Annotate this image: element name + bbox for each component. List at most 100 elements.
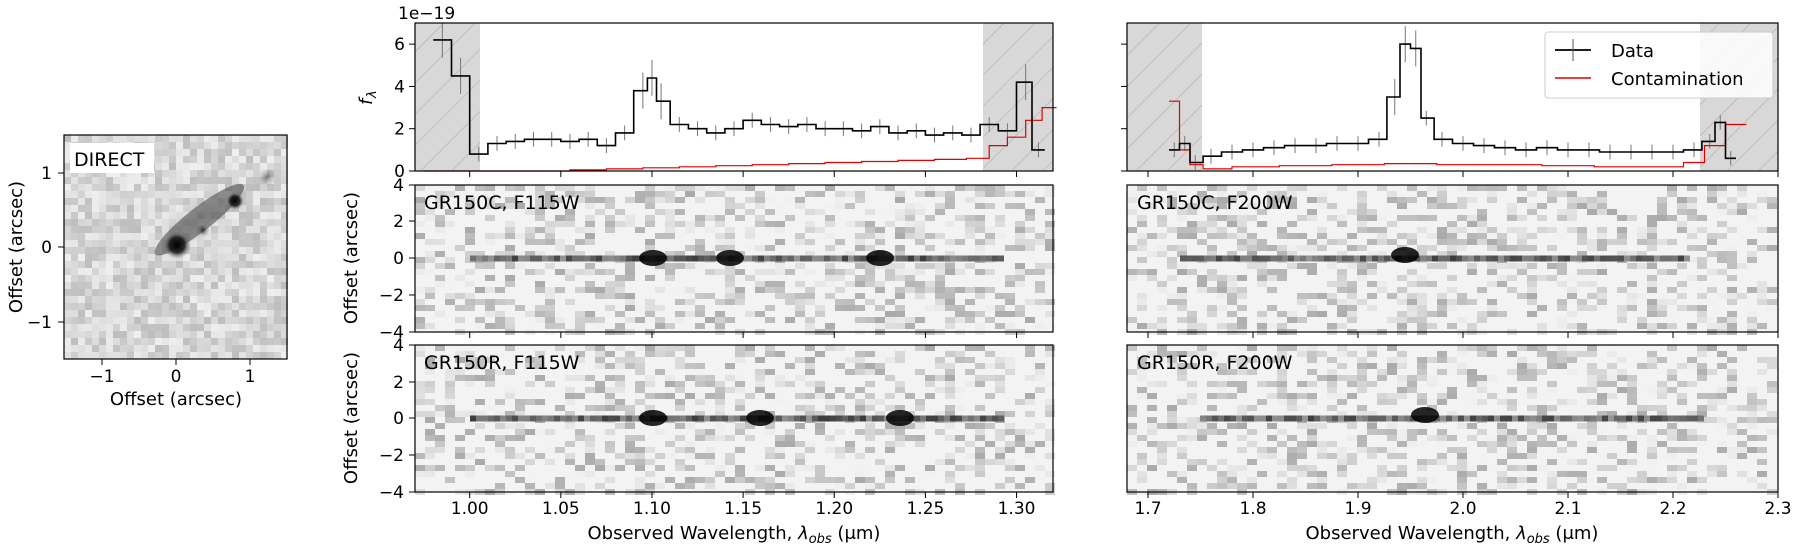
twod-noise-pixel bbox=[1417, 245, 1427, 251]
twod-noise-pixel bbox=[1667, 435, 1677, 441]
twod-noise-pixel bbox=[865, 393, 875, 399]
twod-noise-pixel bbox=[495, 399, 505, 405]
twod-noise-pixel bbox=[1717, 363, 1727, 369]
twod-noise-pixel bbox=[885, 471, 895, 477]
twod-noise-pixel bbox=[1717, 221, 1727, 227]
twod-trace-pixel bbox=[608, 416, 614, 422]
twod-noise-pixel bbox=[935, 459, 945, 465]
noise-pixel bbox=[239, 324, 246, 331]
noise-pixel bbox=[225, 345, 232, 352]
twod-noise-pixel bbox=[995, 233, 1005, 239]
twod-noise-pixel bbox=[1357, 375, 1367, 381]
noise-pixel bbox=[190, 177, 197, 184]
twod-noise-pixel bbox=[1607, 465, 1617, 471]
twod-noise-pixel bbox=[505, 263, 515, 269]
twod-noise-pixel bbox=[965, 221, 975, 227]
twod-trace-pixel bbox=[1474, 256, 1480, 262]
noise-pixel bbox=[232, 275, 239, 282]
twod-noise-pixel bbox=[965, 263, 975, 269]
twod-noise-pixel bbox=[975, 269, 985, 275]
twod-noise-pixel bbox=[665, 221, 675, 227]
twod-noise-pixel bbox=[1747, 399, 1757, 405]
twod-trace-pixel bbox=[764, 256, 770, 262]
noise-pixel bbox=[113, 191, 120, 198]
twod-noise-pixel bbox=[1597, 233, 1607, 239]
twod-trace-pixel bbox=[848, 256, 854, 262]
noise-pixel bbox=[64, 247, 71, 254]
twod-noise-pixel bbox=[1407, 311, 1417, 317]
twod-trace-pixel bbox=[920, 416, 926, 422]
twod-noise-pixel bbox=[1417, 465, 1427, 471]
noise-pixel bbox=[71, 317, 78, 324]
twod-noise-pixel bbox=[1417, 477, 1427, 483]
twod-noise-pixel bbox=[1267, 465, 1277, 471]
twod-noise-pixel bbox=[1387, 447, 1397, 453]
twod-noise-pixel bbox=[595, 351, 605, 357]
noise-pixel bbox=[253, 303, 260, 310]
twod-noise-pixel bbox=[1267, 453, 1277, 459]
twod-noise-pixel bbox=[975, 221, 985, 227]
twod-ytick-label: 4 bbox=[393, 336, 404, 356]
noise-pixel bbox=[239, 142, 246, 149]
twod-noise-pixel bbox=[785, 483, 795, 489]
twod-noise-pixel bbox=[895, 387, 905, 393]
twod-noise-pixel bbox=[945, 305, 955, 311]
noise-pixel bbox=[113, 345, 120, 352]
twod-noise-pixel bbox=[945, 369, 955, 375]
twod-noise-pixel bbox=[1717, 399, 1727, 405]
noise-pixel bbox=[253, 254, 260, 261]
twod-noise-pixel bbox=[1367, 381, 1377, 387]
noise-pixel bbox=[92, 205, 99, 212]
twod-noise-pixel bbox=[1005, 275, 1015, 281]
twod-noise-pixel bbox=[1217, 293, 1227, 299]
twod-noise-pixel bbox=[1757, 293, 1767, 299]
twod-noise-pixel bbox=[625, 269, 635, 275]
twod-trace-pixel bbox=[1564, 256, 1570, 262]
noise-pixel bbox=[260, 324, 267, 331]
twod-noise-pixel bbox=[1557, 345, 1567, 351]
noise-pixel bbox=[162, 191, 169, 198]
twod-noise-pixel bbox=[1477, 233, 1487, 239]
twod-noise-pixel bbox=[1127, 227, 1137, 233]
twod-noise-pixel bbox=[1607, 363, 1617, 369]
twod-noise-pixel bbox=[1547, 351, 1557, 357]
twod-noise-pixel bbox=[1397, 381, 1407, 387]
twod-noise-pixel bbox=[1227, 215, 1237, 221]
twod-noise-pixel bbox=[435, 239, 445, 245]
twod-noise-pixel bbox=[635, 483, 645, 489]
noise-pixel bbox=[169, 191, 176, 198]
twod-noise-pixel bbox=[795, 299, 805, 305]
twod-noise-pixel bbox=[1567, 209, 1577, 215]
twod-trace-pixel bbox=[962, 416, 968, 422]
twod-noise-pixel bbox=[985, 185, 995, 191]
twod-noise-pixel bbox=[1307, 465, 1317, 471]
twod-noise-pixel bbox=[1147, 381, 1157, 387]
noise-pixel bbox=[253, 296, 260, 303]
noise-pixel bbox=[225, 317, 232, 324]
twod-noise-pixel bbox=[715, 239, 725, 245]
twod-noise-pixel bbox=[1207, 381, 1217, 387]
twod-noise-pixel bbox=[685, 311, 695, 317]
twod-trace-pixel bbox=[524, 416, 530, 422]
twod-noise-pixel bbox=[1437, 435, 1447, 441]
twod-noise-pixel bbox=[775, 287, 785, 293]
noise-pixel bbox=[162, 289, 169, 296]
noise-pixel bbox=[134, 191, 141, 198]
twod-noise-pixel bbox=[1197, 459, 1207, 465]
noise-pixel bbox=[99, 303, 106, 310]
twod-noise-pixel bbox=[1457, 215, 1467, 221]
twod-noise-pixel bbox=[575, 323, 585, 329]
twod-noise-pixel bbox=[1427, 399, 1437, 405]
twod-trace-pixel bbox=[1486, 256, 1492, 262]
twod-noise-pixel bbox=[765, 357, 775, 363]
twod-trace-pixel bbox=[1654, 256, 1660, 262]
twod-noise-pixel bbox=[1487, 311, 1497, 317]
noise-pixel bbox=[85, 303, 92, 310]
twod-trace-pixel bbox=[860, 416, 866, 422]
twod-noise-pixel bbox=[655, 227, 665, 233]
noise-pixel bbox=[274, 331, 281, 338]
twod-noise-pixel bbox=[415, 185, 425, 191]
twod-noise-pixel bbox=[1517, 263, 1527, 269]
twod-noise-pixel bbox=[765, 245, 775, 251]
twod-noise-pixel bbox=[1137, 477, 1147, 483]
